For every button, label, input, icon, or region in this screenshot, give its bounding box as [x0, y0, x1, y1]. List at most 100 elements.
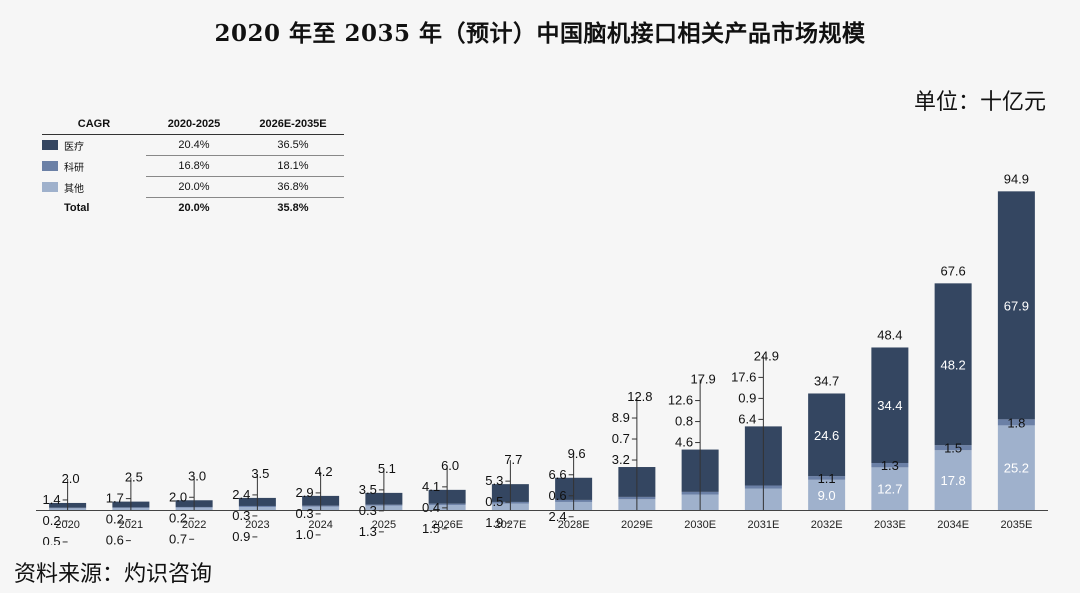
label-research-2024: 0.3 — [296, 506, 314, 521]
label-total-2029E: 12.8 — [627, 389, 652, 404]
label-research-2034E: 1.5 — [944, 441, 962, 456]
bar-other-2032E — [808, 479, 846, 510]
x-tick-2031E: 2031E — [747, 519, 779, 531]
cagr-header-label: CAGR — [42, 118, 146, 135]
bar-other-2035E — [997, 425, 1035, 510]
label-research-2031E: 0.9 — [738, 390, 756, 405]
label-research-2028E: 0.6 — [549, 488, 567, 503]
label-research-2020: 0.2 — [43, 513, 61, 528]
label-medical-2033E: 34.4 — [877, 398, 902, 413]
cagr-total-2020-2025: 20.0% — [178, 202, 210, 214]
label-other-2023: 0.9 — [232, 529, 250, 544]
x-tick-2025: 2025 — [372, 519, 396, 531]
cagr-other-2020-2025: 20.0% — [146, 176, 242, 198]
label-other-2026E: 1.5 — [422, 521, 440, 536]
label-total-2028E: 9.6 — [568, 446, 586, 461]
label-medical-2031E: 17.6 — [731, 369, 756, 384]
label-research-2029E: 0.7 — [612, 431, 630, 446]
legend-item-other: 其他 — [42, 177, 146, 198]
label-other-2035E: 25.2 — [1004, 461, 1029, 476]
x-tick-2034E: 2034E — [937, 519, 969, 531]
x-tick-2026E: 2026E — [431, 519, 463, 531]
label-research-2030E: 0.8 — [675, 414, 693, 429]
label-total-2035E: 94.9 — [1004, 171, 1029, 186]
cagr-header-2020-2025: 2020-2025 — [146, 118, 242, 135]
label-research-2023: 0.3 — [232, 508, 250, 523]
label-other-2024: 1.0 — [296, 527, 314, 542]
legend-label-other: 其他 — [64, 183, 84, 195]
label-medical-2024: 2.9 — [296, 485, 314, 500]
label-research-2022: 0.2 — [169, 510, 187, 525]
label-research-2032E: 1.1 — [818, 471, 836, 486]
bar-medical-2032E — [808, 393, 846, 477]
cagr-row-medical: 医疗 20.4% 36.5% — [42, 134, 344, 156]
label-total-2021: 2.5 — [125, 470, 143, 485]
legend-swatch-research — [42, 161, 58, 171]
x-tick-2029E: 2029E — [621, 519, 653, 531]
x-tick-2022: 2022 — [182, 519, 206, 531]
bar-other-2034E — [934, 450, 972, 510]
label-total-2034E: 67.6 — [940, 263, 965, 278]
label-medical-2021: 1.7 — [106, 491, 124, 506]
source-note: 资料来源：灼识咨询 — [14, 562, 213, 587]
label-medical-2020: 1.4 — [43, 492, 61, 507]
label-medical-2026E: 4.1 — [422, 479, 440, 494]
label-medical-2023: 2.4 — [232, 487, 250, 502]
cagr-medical-2026-2035: 36.5% — [242, 134, 344, 156]
label-research-2033E: 1.3 — [881, 458, 899, 473]
label-total-2026E: 6.0 — [441, 458, 459, 473]
label-total-2030E: 17.9 — [690, 372, 715, 387]
label-medical-2032E: 24.6 — [814, 428, 839, 443]
x-tick-2030E: 2030E — [684, 519, 716, 531]
label-medical-2028E: 6.6 — [549, 467, 567, 482]
cagr-table: CAGR 2020-2025 2026E-2035E 医疗 20.4% 36.5… — [42, 118, 344, 218]
x-tick-2035E: 2035E — [1000, 519, 1032, 531]
bar-medical-2035E — [997, 191, 1035, 420]
x-tick-2033E: 2033E — [874, 519, 906, 531]
label-other-2021: 0.6 — [106, 533, 124, 545]
label-total-2031E: 24.9 — [754, 348, 779, 363]
cagr-total-label: Total — [64, 201, 90, 214]
label-total-2024: 4.2 — [315, 464, 333, 479]
cagr-row-research: 科研 16.8% 18.1% — [42, 155, 344, 177]
legend-label-research: 科研 — [64, 162, 84, 174]
x-tick-2020: 2020 — [55, 519, 79, 531]
legend-label-medical: 医疗 — [64, 141, 84, 153]
bar-other-2033E — [871, 467, 909, 510]
legend-swatch-medical — [42, 140, 58, 151]
label-medical-2027E: 5.3 — [485, 473, 503, 488]
x-tick-2021: 2021 — [119, 519, 143, 531]
x-tick-2027E: 2027E — [494, 519, 526, 531]
bar-medical-2034E — [934, 283, 972, 446]
x-tick-2023: 2023 — [245, 519, 269, 531]
label-research-2035E: 1.8 — [1007, 415, 1025, 430]
bar-research-2034E — [934, 445, 972, 451]
bar-research-2032E — [808, 476, 846, 480]
cagr-header-2026-2035: 2026E-2035E — [242, 118, 344, 135]
label-total-2023: 3.5 — [251, 466, 269, 481]
label-other-2027E: 1.9 — [485, 515, 503, 530]
bar-medical-2033E — [871, 347, 909, 463]
label-medical-2022: 2.0 — [169, 489, 187, 504]
label-other-2030E: 4.6 — [675, 435, 693, 450]
label-research-2027E: 0.5 — [485, 494, 503, 509]
legend-item-medical: 医疗 — [42, 135, 146, 156]
unit-label: 单位：十亿元 — [913, 90, 1046, 115]
label-medical-2035E: 67.9 — [1004, 298, 1029, 313]
x-tick-2024: 2024 — [308, 519, 332, 531]
legend-item-research: 科研 — [42, 156, 146, 177]
label-total-2020: 2.0 — [62, 471, 80, 486]
bar-research-2033E — [871, 462, 909, 468]
label-total-2022: 3.0 — [188, 468, 206, 483]
bar-research-2035E — [997, 419, 1035, 426]
label-medical-2030E: 12.6 — [668, 393, 693, 408]
label-other-2029E: 3.2 — [612, 452, 630, 467]
x-tick-2028E: 2028E — [558, 519, 590, 531]
label-total-2025: 5.1 — [378, 461, 396, 476]
label-other-2034E: 17.8 — [940, 473, 965, 488]
label-medical-2034E: 48.2 — [940, 357, 965, 372]
label-medical-2029E: 8.9 — [612, 410, 630, 425]
label-total-2033E: 48.4 — [877, 327, 902, 342]
label-other-2032E: 9.0 — [818, 488, 836, 503]
label-total-2032E: 34.7 — [814, 373, 839, 388]
